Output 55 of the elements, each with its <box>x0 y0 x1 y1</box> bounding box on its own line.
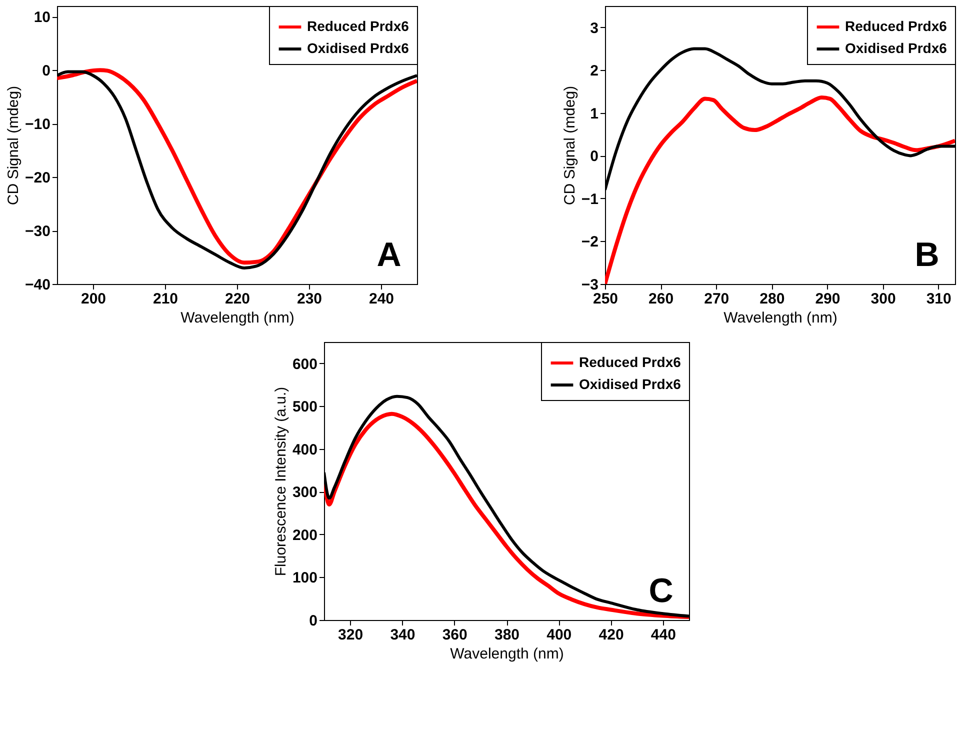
x-axis-title: Wavelength (nm) <box>450 646 564 662</box>
legend-label: Oxidised Prdx6 <box>307 40 410 56</box>
x-tick-label: 270 <box>704 290 730 308</box>
y-tick-label: 600 <box>292 356 317 373</box>
y-tick-label: 200 <box>292 526 317 544</box>
y-tick-label: 300 <box>292 484 317 502</box>
y-tick-label: 0 <box>590 148 598 166</box>
x-tick-label: 260 <box>648 290 674 308</box>
y-tick-label: 0 <box>308 612 317 630</box>
x-tick-label: 360 <box>442 626 467 644</box>
y-tick-label: −40 <box>25 276 50 294</box>
legend-label: Oxidised Prdx6 <box>578 376 681 392</box>
x-tick-label: 310 <box>926 290 952 308</box>
x-tick-label: 440 <box>650 626 676 644</box>
y-tick-label: −30 <box>25 223 50 240</box>
y-tick-label: 3 <box>590 20 598 37</box>
x-tick-label: 230 <box>296 290 322 308</box>
annotation: C <box>648 572 673 610</box>
x-tick-label: 320 <box>338 626 363 644</box>
legend-label: Reduced Prdx6 <box>307 18 410 34</box>
legend-label: Oxidised Prdx6 <box>845 40 948 56</box>
y-tick-label: 500 <box>292 398 317 416</box>
y-axis-title: CD Signal (mdeg) <box>561 86 578 206</box>
y-tick-label: 10 <box>34 9 50 26</box>
x-tick-label: 210 <box>152 290 178 308</box>
y-tick-label: 1 <box>590 105 598 122</box>
y-tick-label: −20 <box>25 170 50 187</box>
x-tick-label: 340 <box>390 626 415 644</box>
x-tick-label: 250 <box>592 290 618 308</box>
y-axis-title: CD Signal (mdeg) <box>5 86 22 206</box>
x-tick-label: 300 <box>870 290 896 308</box>
x-tick-label: 240 <box>368 290 394 308</box>
y-tick-label: 100 <box>292 570 317 587</box>
y-tick-label: −2 <box>581 234 598 251</box>
x-tick-label: 280 <box>760 290 785 308</box>
x-tick-label: 420 <box>598 626 624 644</box>
legend-label: Reduced Prdx6 <box>845 18 948 34</box>
line-series <box>605 96 955 284</box>
x-axis-title: Wavelength (nm) <box>180 310 294 326</box>
y-tick-label: 400 <box>292 441 317 458</box>
x-axis-title: Wavelength (nm) <box>724 310 838 326</box>
y-tick-label: −10 <box>25 116 50 134</box>
x-tick-label: 400 <box>546 626 572 644</box>
annotation: A <box>376 236 402 274</box>
x-tick-label: 220 <box>224 290 250 308</box>
y-tick-label: 2 <box>590 62 598 80</box>
x-tick-label: 290 <box>815 290 840 308</box>
annotation: B <box>914 236 940 274</box>
x-tick-label: 380 <box>494 626 520 644</box>
y-tick-label: −3 <box>581 276 598 294</box>
legend-label: Reduced Prdx6 <box>578 354 681 370</box>
y-tick-label: 0 <box>42 62 50 80</box>
x-tick-label: 200 <box>80 290 106 308</box>
y-tick-label: −1 <box>581 190 598 208</box>
y-axis-title: Fluorescence Intensity (a.u.) <box>272 386 289 576</box>
